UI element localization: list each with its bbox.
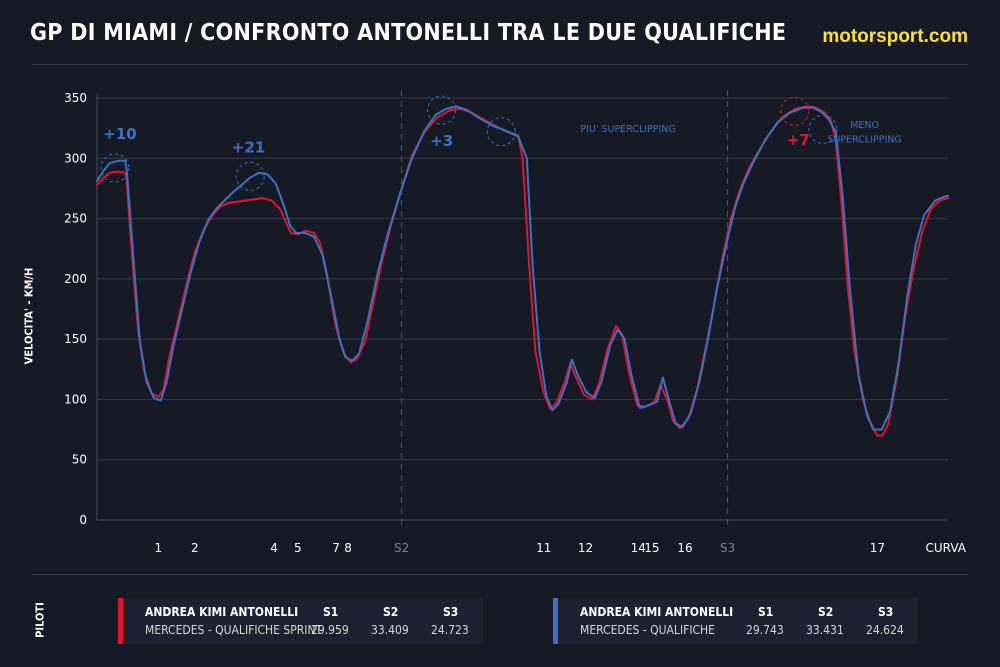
series-line-quali <box>96 105 949 431</box>
annotation-label: MENO <box>850 120 879 131</box>
corner-label: 4 <box>270 541 278 555</box>
y-tick-label: 50 <box>72 453 87 467</box>
y-tick-label: 250 <box>64 212 87 226</box>
highlight-marker <box>780 96 810 126</box>
sector-label-s2: S2 <box>818 605 834 619</box>
corner-label: 1 <box>154 541 162 555</box>
brand-logo: motorsport.com <box>822 26 968 47</box>
y-tick-label: 0 <box>79 513 87 527</box>
chart-title: GP DI MIAMI / CONFRONTO ANTONELLI TRA LE… <box>30 20 787 46</box>
session-name: MERCEDES - QUALIFICHE <box>580 623 715 637</box>
sector-time-s1: 29.743 <box>746 623 784 637</box>
corner-label: 16 <box>677 541 692 555</box>
y-tick-label: 150 <box>64 332 87 346</box>
sector-label: S3 <box>720 541 735 555</box>
corner-label: 8 <box>344 541 352 555</box>
corner-label: 2 <box>191 541 199 555</box>
sector-label: S2 <box>394 541 409 555</box>
header-divider <box>32 64 968 65</box>
sector-label-s3: S3 <box>443 605 459 619</box>
annotation-label: +7 <box>787 131 810 149</box>
corner-label: 14 <box>631 541 646 555</box>
corner-label: 15 <box>644 541 659 555</box>
sector-label-s2: S2 <box>383 605 399 619</box>
y-tick-label: 100 <box>64 392 87 406</box>
driver-name: ANDREA KIMI ANTONELLI <box>145 605 299 619</box>
legend-card-quali: ANDREA KIMI ANTONELLI MERCEDES - QUALIFI… <box>553 598 918 644</box>
y-tick-label: 300 <box>64 151 87 165</box>
sector-time-s3: 24.624 <box>866 623 904 637</box>
sector-time-s2: 33.431 <box>806 623 844 637</box>
legend-card-sprint: ANDREA KIMI ANTONELLI MERCEDES - QUALIFI… <box>118 598 483 644</box>
annotation-label: +21 <box>232 138 265 156</box>
sector-label-s3: S3 <box>878 605 894 619</box>
highlight-marker <box>486 117 516 147</box>
driver-name: ANDREA KIMI ANTONELLI <box>580 605 734 619</box>
corner-label: 17 <box>870 541 885 555</box>
corner-label: 11 <box>536 541 551 555</box>
sector-time-s1: 29.959 <box>311 623 349 637</box>
sector-label-s1: S1 <box>323 605 339 619</box>
highlight-marker <box>427 95 457 125</box>
corner-label: 5 <box>294 541 302 555</box>
sector-time-s3: 24.723 <box>431 623 469 637</box>
corner-label: 12 <box>578 541 593 555</box>
legend-color-bar-sprint <box>118 598 123 644</box>
annotation-label: +10 <box>103 125 136 143</box>
annotation-label: +3 <box>430 132 453 150</box>
corner-label: 7 <box>332 541 340 555</box>
legend-divider <box>32 574 968 575</box>
sector-label-s1: S1 <box>758 605 774 619</box>
series-line-sprint <box>96 105 949 437</box>
highlight-marker <box>235 161 265 191</box>
y-tick-label: 200 <box>64 272 87 286</box>
annotation-label: PIU' SUPERCLIPPING <box>580 124 675 135</box>
highlight-marker <box>100 153 130 183</box>
legend-section-label: PILOTI <box>33 602 47 638</box>
x-axis-label: CURVA <box>926 541 967 555</box>
legend-color-bar-quali <box>553 598 558 644</box>
sector-time-s2: 33.409 <box>371 623 409 637</box>
y-tick-label: 350 <box>64 91 87 105</box>
session-name: MERCEDES - QUALIFICHE SPRINT <box>145 623 323 637</box>
highlight-marker <box>808 114 838 144</box>
annotation-label: SUPERCLIPPING <box>827 135 901 146</box>
